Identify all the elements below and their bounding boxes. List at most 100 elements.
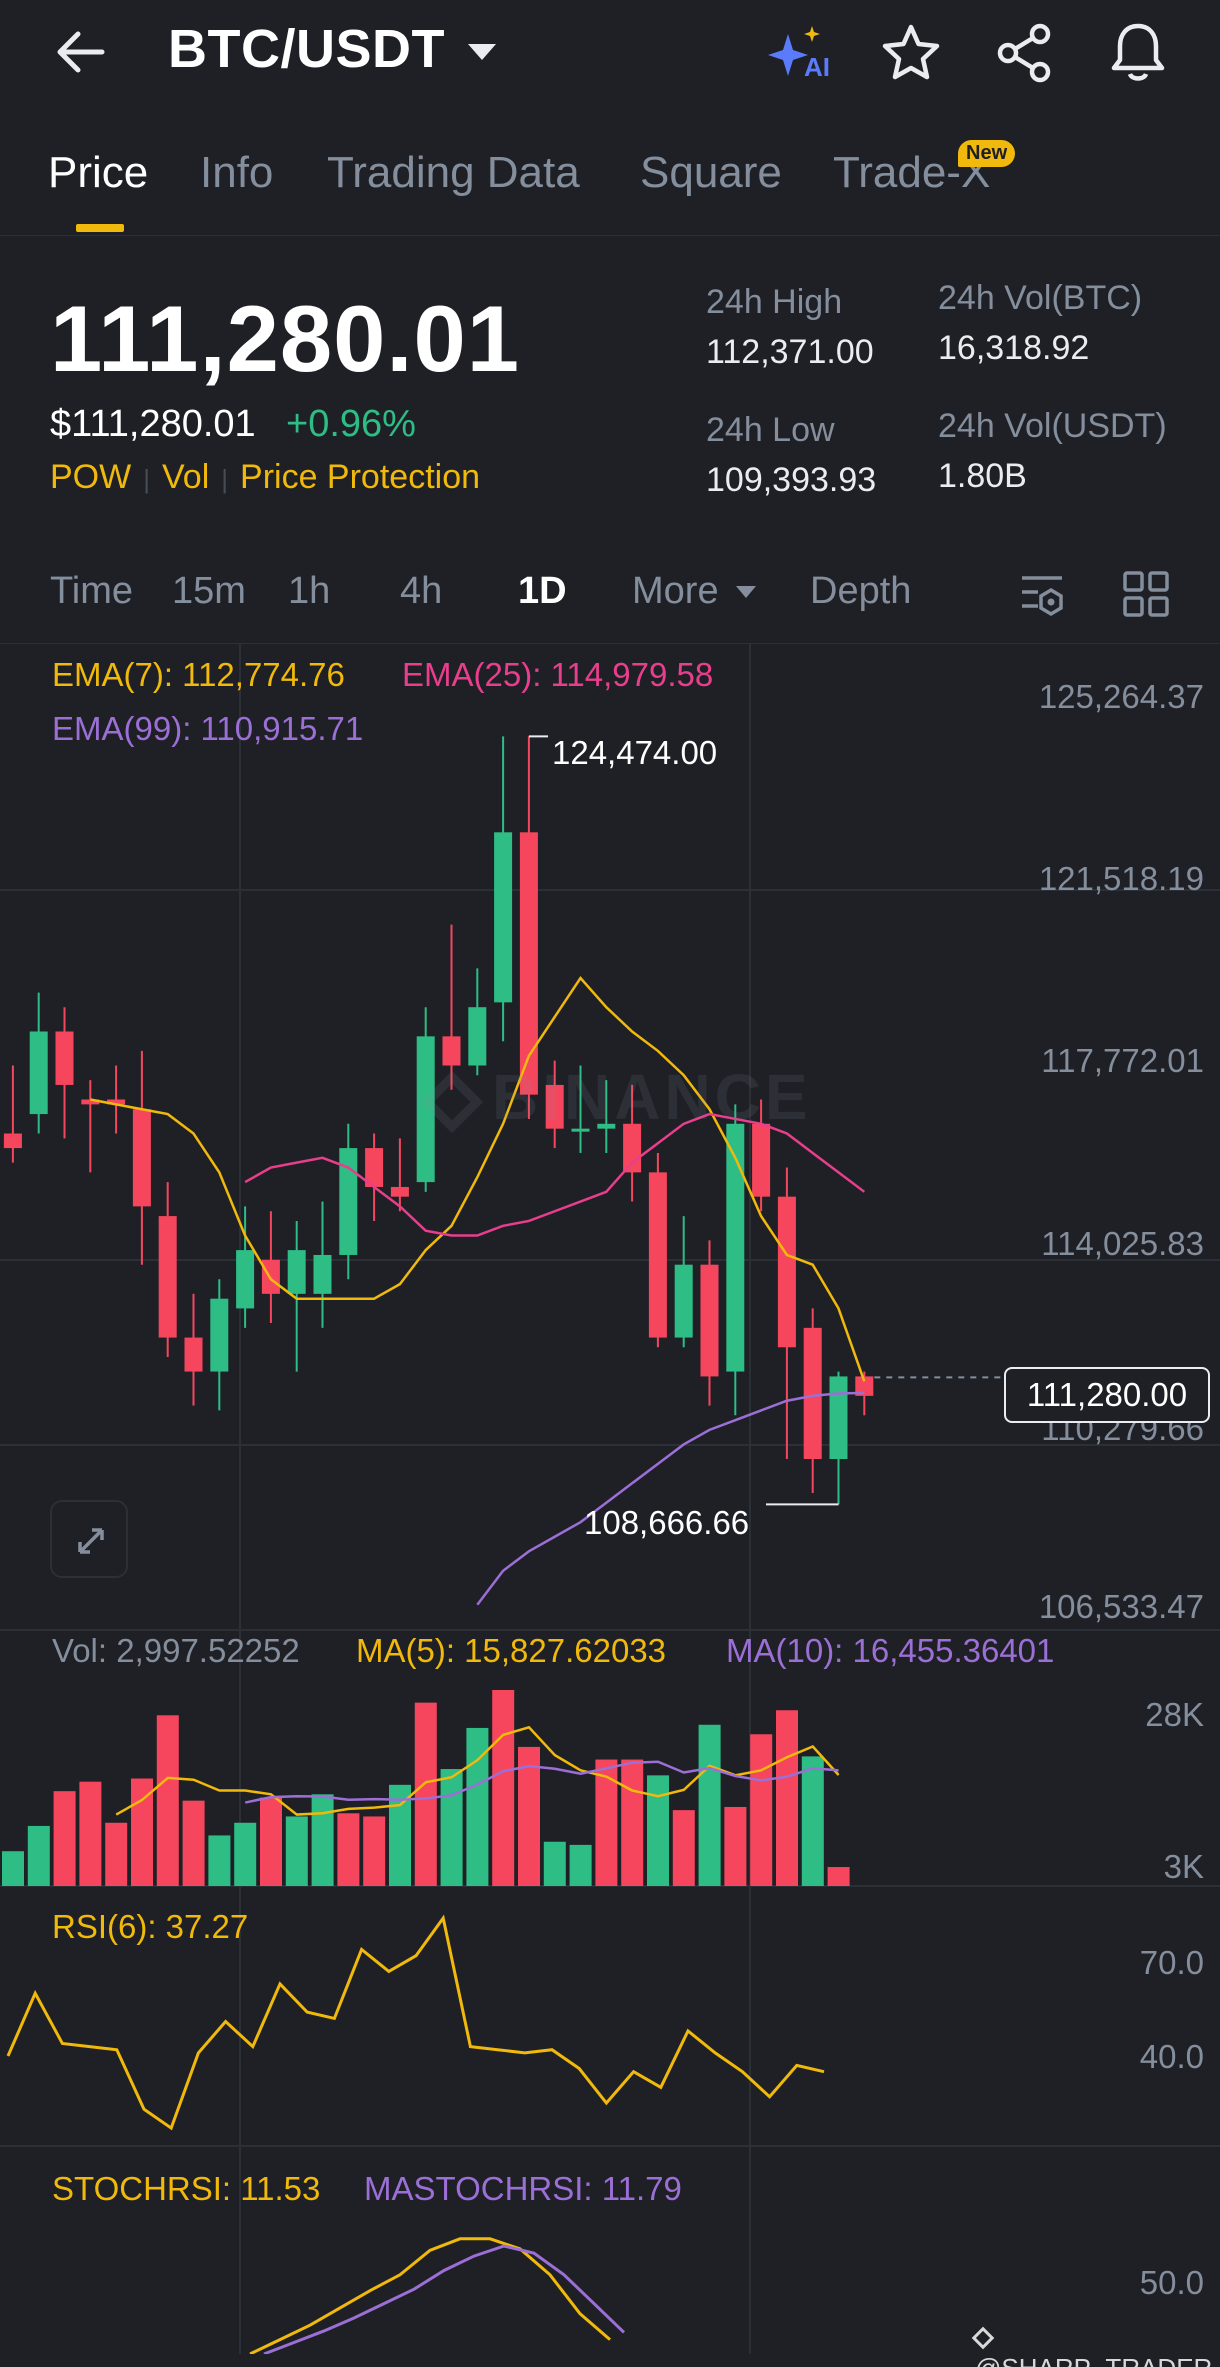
bell-icon[interactable] bbox=[1108, 20, 1168, 84]
candle-body bbox=[674, 1264, 693, 1338]
tf-4h[interactable]: 4h bbox=[400, 570, 443, 612]
tf-time[interactable]: Time bbox=[50, 570, 134, 612]
volume-bar bbox=[518, 1746, 540, 1886]
volume-bar bbox=[2, 1851, 24, 1886]
volume-bar bbox=[698, 1724, 721, 1886]
volume-bar bbox=[569, 1844, 592, 1886]
tag-pow[interactable]: POW bbox=[50, 458, 132, 496]
price-axis-6: 106,533.47 bbox=[1038, 1588, 1204, 1625]
price-axis-4: 114,025.83 bbox=[1041, 1225, 1204, 1262]
volume-ma5-line bbox=[115, 1725, 840, 1816]
volume-bar bbox=[621, 1759, 644, 1886]
volume-bar bbox=[79, 1781, 102, 1886]
tf-1d[interactable]: 1D bbox=[518, 570, 567, 612]
price-axis-1: 125,264.37 bbox=[1038, 678, 1204, 715]
candle-body bbox=[648, 1172, 667, 1338]
volume-bar bbox=[672, 1810, 695, 1886]
high-marker-label: 124,474.00 bbox=[552, 734, 718, 771]
candle-body bbox=[29, 1031, 48, 1115]
volume-bar bbox=[647, 1775, 669, 1886]
candle-body bbox=[442, 1036, 461, 1066]
price-axis-2: 121,518.19 bbox=[1038, 860, 1204, 897]
candle-body bbox=[339, 1148, 358, 1255]
mastochrsi-line bbox=[263, 2244, 626, 2354]
ema25-label: EMA(25): 114,979.58 bbox=[402, 656, 714, 693]
kline-chart[interactable] bbox=[0, 644, 1220, 2354]
candle-body bbox=[777, 1196, 796, 1348]
tag-row: POW | Vol | Price Protection bbox=[50, 458, 481, 496]
candle-body bbox=[752, 1123, 771, 1197]
expand-icon bbox=[78, 1528, 104, 1554]
user-watermark: @SHARP_TRADER bbox=[971, 2322, 1220, 2367]
candle-body bbox=[55, 1031, 74, 1085]
price-change: +0.96% bbox=[286, 403, 416, 445]
volume-bar bbox=[131, 1778, 153, 1886]
volume-bar bbox=[724, 1806, 747, 1886]
candle-body bbox=[597, 1123, 616, 1129]
candle-body bbox=[287, 1250, 306, 1294]
candle-body bbox=[365, 1148, 384, 1187]
volume-bar bbox=[776, 1710, 798, 1886]
tag-price-protection[interactable]: Price Protection bbox=[240, 458, 481, 496]
brand-diamond-icon bbox=[420, 1070, 484, 1134]
tab-trading-data[interactable]: Trading Data bbox=[327, 148, 580, 197]
low-marker-label: 108,666.66 bbox=[584, 1504, 750, 1541]
layout-grid-icon[interactable] bbox=[1122, 570, 1170, 618]
pair-title[interactable]: BTC/USDT bbox=[168, 19, 445, 79]
candle-body bbox=[236, 1250, 255, 1309]
tab-square[interactable]: Square bbox=[640, 148, 782, 197]
more-caret-icon[interactable] bbox=[734, 584, 758, 600]
volume-bar bbox=[414, 1702, 437, 1886]
candle-body bbox=[313, 1254, 332, 1294]
share-icon[interactable] bbox=[994, 22, 1056, 84]
ma10-label: MA(10): 16,455.36401 bbox=[726, 1632, 1055, 1669]
candle-body bbox=[158, 1216, 177, 1338]
toolbar-divider bbox=[0, 643, 1220, 644]
tf-depth[interactable]: Depth bbox=[810, 570, 912, 612]
volume-bar bbox=[260, 1797, 282, 1886]
candle-body bbox=[494, 832, 513, 1003]
price-axis-3: 117,772.01 bbox=[1041, 1042, 1204, 1079]
back-arrow-icon[interactable] bbox=[52, 28, 108, 76]
candle-body bbox=[132, 1109, 151, 1207]
last-price: 111,280.01 bbox=[50, 286, 521, 391]
tf-15m[interactable]: 15m bbox=[172, 570, 246, 612]
volume-bar bbox=[801, 1756, 824, 1886]
tag-vol[interactable]: Vol bbox=[161, 458, 210, 496]
volume-bar bbox=[440, 1769, 463, 1886]
candle-body bbox=[829, 1376, 848, 1460]
tf-1h[interactable]: 1h bbox=[288, 570, 331, 612]
vol-usdt-label: 24h Vol(USDT) bbox=[938, 407, 1167, 445]
ema7-line bbox=[90, 976, 866, 1382]
expand-button[interactable] bbox=[50, 1500, 128, 1578]
high-value: 112,371.00 bbox=[706, 333, 874, 371]
candle-body bbox=[3, 1133, 22, 1149]
volume-bar bbox=[750, 1734, 773, 1886]
candle-body bbox=[726, 1123, 745, 1372]
chevron-down-icon[interactable] bbox=[466, 40, 498, 64]
volume-bar bbox=[363, 1816, 386, 1886]
tab-price[interactable]: Price bbox=[48, 148, 149, 197]
current-price-tag[interactable]: 111,280.00 bbox=[1004, 1367, 1210, 1423]
stochrsi-label: STOCHRSI: 11.53 bbox=[52, 2170, 321, 2207]
candle-body bbox=[210, 1298, 229, 1372]
candle-body bbox=[519, 832, 538, 1095]
low-label: 24h Low bbox=[706, 411, 835, 449]
tf-more[interactable]: More bbox=[632, 570, 719, 612]
candle-body bbox=[184, 1337, 203, 1372]
ai-sparkle-icon[interactable]: AI bbox=[766, 22, 838, 86]
candle-body bbox=[468, 1007, 487, 1066]
star-icon[interactable] bbox=[880, 22, 942, 84]
indicator-settings-icon[interactable] bbox=[1018, 570, 1068, 620]
volume-bar bbox=[53, 1791, 76, 1886]
volume-axis-bottom: 3K bbox=[1163, 1848, 1204, 1885]
stoch-axis-50: 50.0 bbox=[1139, 2264, 1204, 2301]
mastochrsi-label: MASTOCHRSI: 11.79 bbox=[364, 2170, 682, 2207]
candle-body bbox=[390, 1186, 409, 1197]
volume-bar bbox=[466, 1727, 489, 1886]
candle-body bbox=[855, 1376, 874, 1396]
usd-price: $111,280.01 bbox=[50, 403, 256, 445]
volume-bar bbox=[285, 1816, 308, 1886]
brand-small-icon bbox=[971, 2326, 995, 2350]
tab-info[interactable]: Info bbox=[200, 148, 274, 197]
